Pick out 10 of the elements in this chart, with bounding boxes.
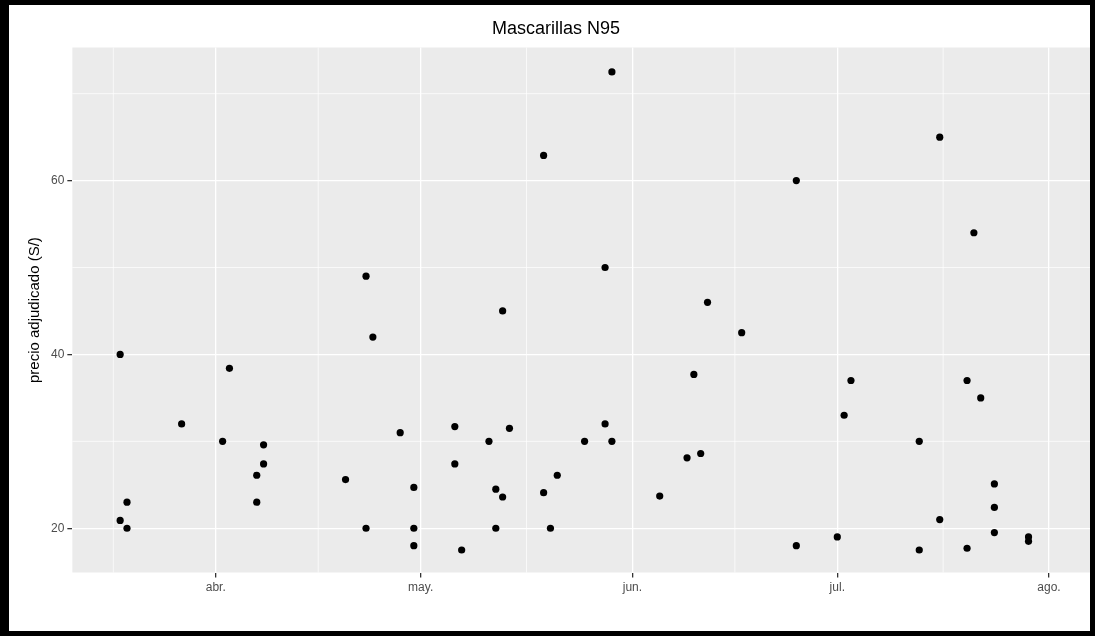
x-tick-label: may. bbox=[408, 580, 434, 595]
chart-title: Mascarillas N95 bbox=[491, 17, 621, 38]
y-tick-label: 20 bbox=[50, 520, 65, 535]
x-tick-label: ago. bbox=[1037, 580, 1061, 595]
x-tick-label: abr. bbox=[205, 580, 226, 595]
y-axis-title: precio adjudicado (S/) bbox=[25, 237, 43, 384]
x-tick-label: jul. bbox=[828, 580, 845, 595]
x-tick-label: jun. bbox=[621, 580, 643, 595]
y-tick-label: 40 bbox=[50, 346, 65, 361]
y-tick-label: 60 bbox=[50, 172, 65, 187]
